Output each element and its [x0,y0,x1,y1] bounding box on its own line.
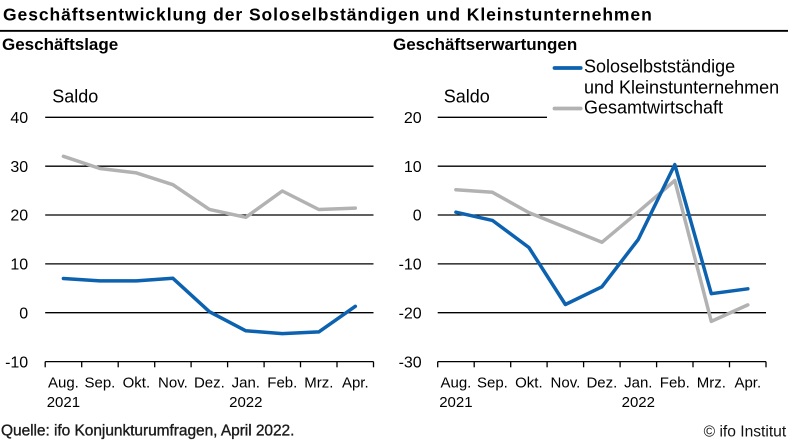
svg-text:0: 0 [413,208,422,225]
svg-text:2021: 2021 [439,394,472,411]
svg-text:10: 10 [10,257,28,274]
svg-text:Nov.: Nov. [551,375,581,392]
svg-text:Saldo: Saldo [444,86,490,106]
svg-text:und Kleinstunternehmen: und Kleinstunternehmen [584,77,779,97]
svg-text:2022: 2022 [622,394,655,411]
svg-text:Nov.: Nov. [158,375,188,392]
svg-text:-10: -10 [399,257,422,274]
svg-text:Apr.: Apr. [734,375,761,392]
svg-text:Mrz.: Mrz. [697,375,726,392]
svg-text:Apr.: Apr. [342,375,369,392]
svg-text:Okt.: Okt. [123,375,151,392]
svg-text:Quelle: ifo Konjunkturumfragen: Quelle: ifo Konjunkturumfragen, April 20… [1,423,294,440]
svg-text:Gesamtwirtschaft: Gesamtwirtschaft [584,97,723,117]
svg-text:2021: 2021 [47,394,80,411]
svg-text:Dez.: Dez. [586,375,617,392]
svg-text:30: 30 [10,159,28,176]
svg-text:Mrz.: Mrz. [304,375,333,392]
svg-text:Dez.: Dez. [194,375,225,392]
svg-text:Sep.: Sep. [477,375,508,392]
svg-text:20: 20 [404,110,422,127]
svg-text:40: 40 [10,110,28,127]
svg-text:Feb.: Feb. [660,375,690,392]
svg-text:Geschäftslage: Geschäftslage [2,35,118,54]
svg-text:Geschäftsentwicklung der Solos: Geschäftsentwicklung der Soloselbständig… [3,5,653,25]
svg-text:Sep.: Sep. [84,375,115,392]
svg-text:© ifo Institut: © ifo Institut [704,423,787,440]
svg-text:Feb.: Feb. [267,375,297,392]
svg-text:10: 10 [404,159,422,176]
svg-text:Aug.: Aug. [440,375,471,392]
svg-text:0: 0 [19,305,28,322]
svg-text:-20: -20 [399,305,422,322]
svg-text:2022: 2022 [229,394,262,411]
svg-text:Saldo: Saldo [52,86,98,106]
svg-text:20: 20 [10,208,28,225]
svg-text:Soloselbstständige: Soloselbstständige [584,57,735,77]
svg-text:Geschäftserwartungen: Geschäftserwartungen [393,35,577,54]
svg-text:Aug.: Aug. [48,375,79,392]
svg-text:-30: -30 [399,354,422,371]
svg-text:Okt.: Okt. [515,375,543,392]
svg-text:-10: -10 [5,354,28,371]
svg-text:Jan.: Jan. [624,375,652,392]
svg-text:Jan.: Jan. [232,375,260,392]
